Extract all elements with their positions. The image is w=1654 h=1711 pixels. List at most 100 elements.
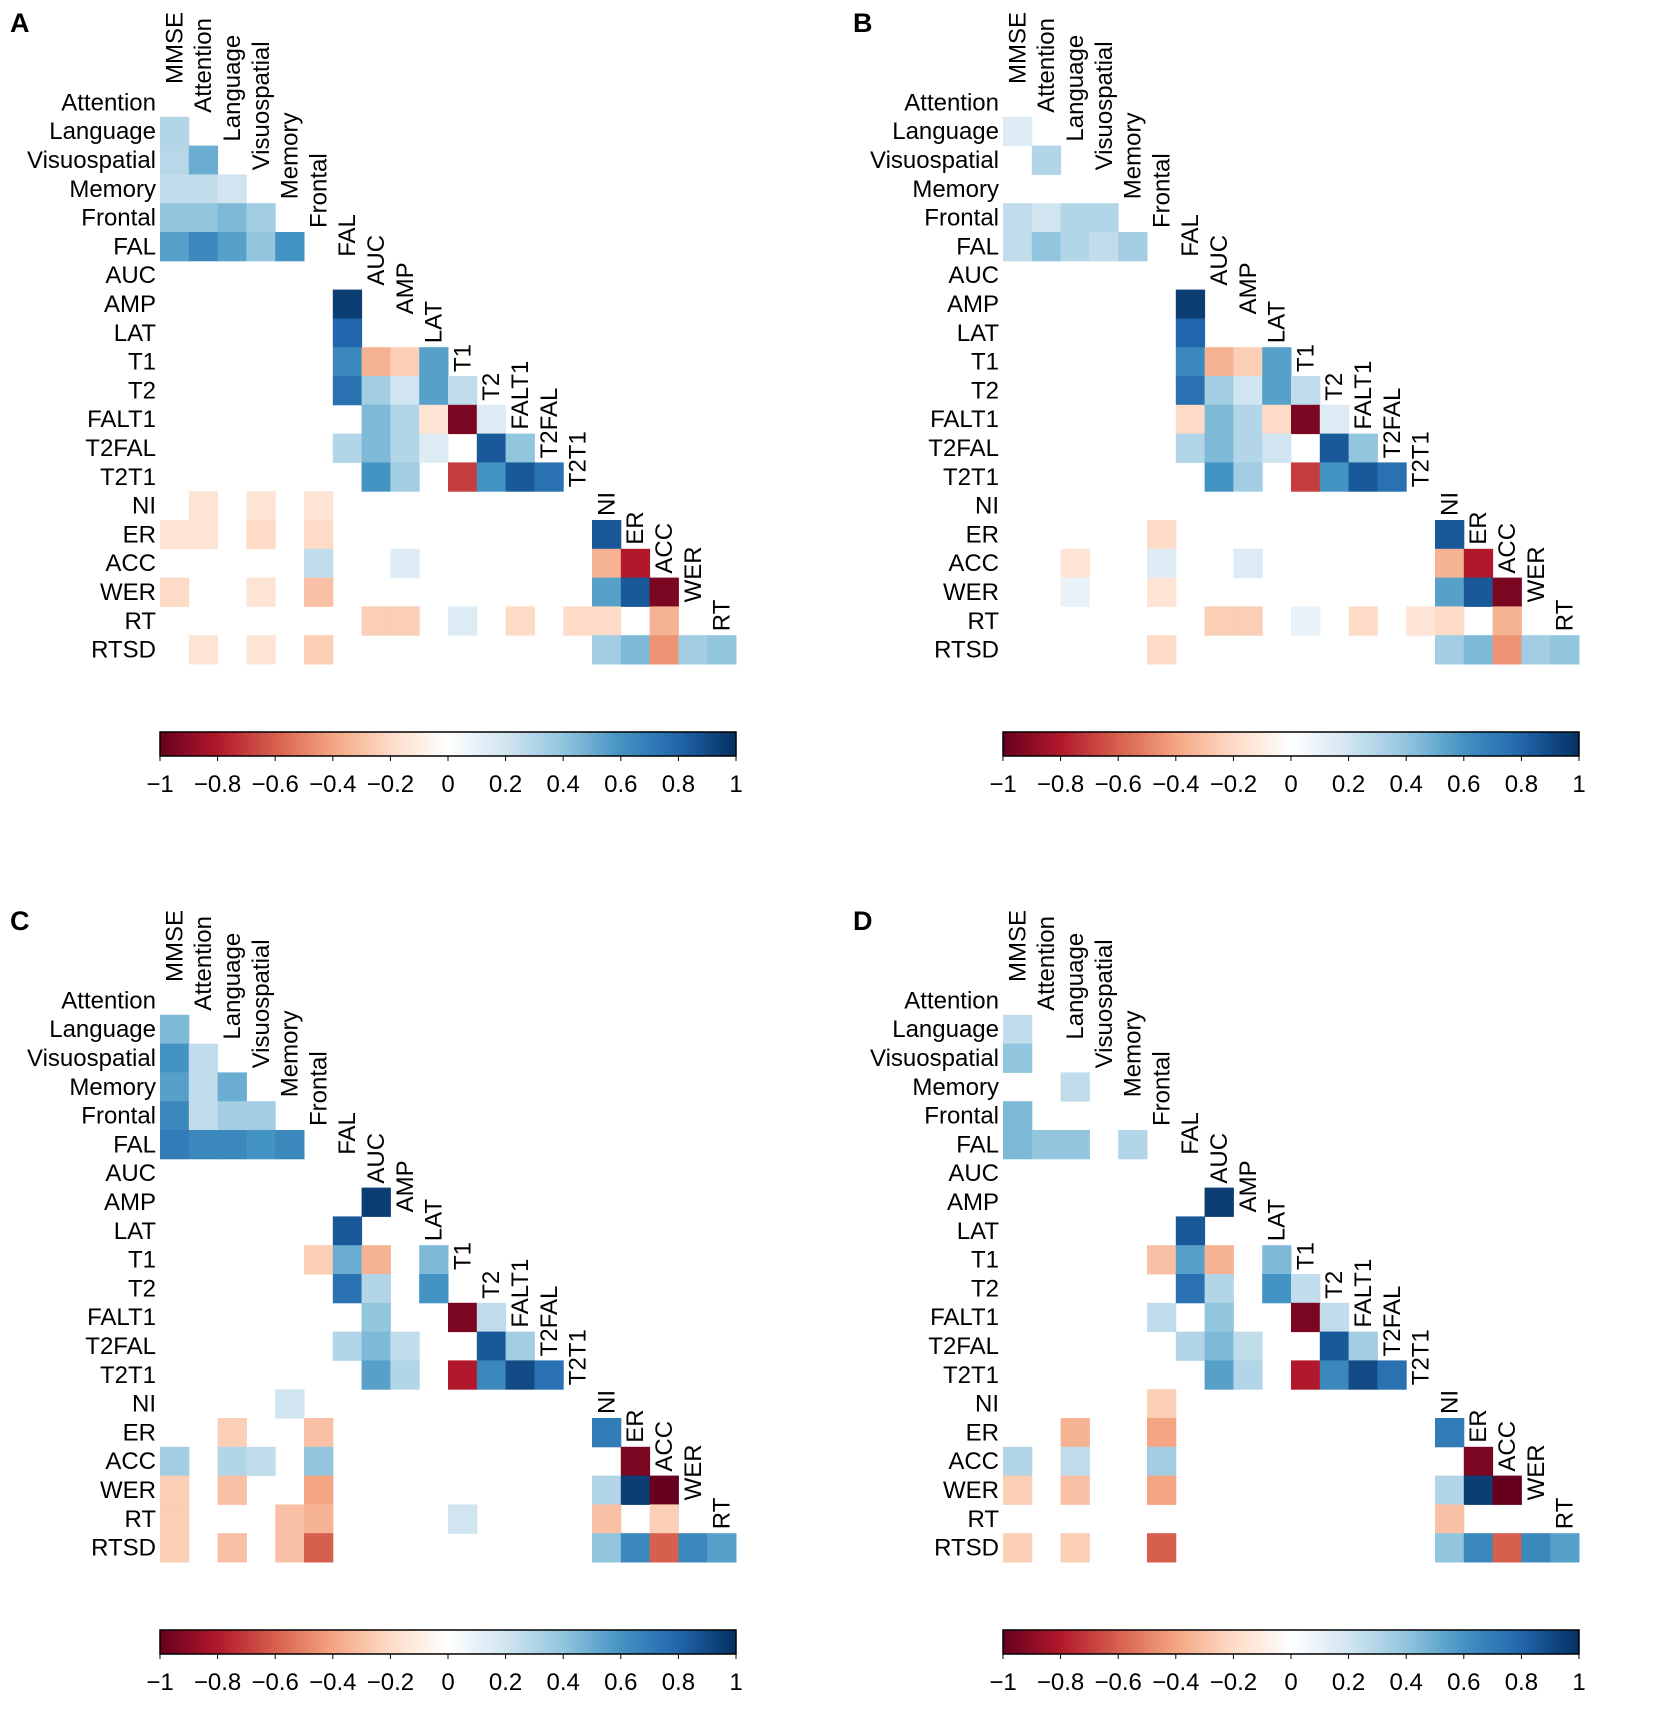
heatmap-cell <box>1348 606 1378 636</box>
heatmap-cell <box>1003 1446 1033 1477</box>
heatmap-cell <box>1233 1360 1263 1390</box>
heatmap-cell <box>1175 1245 1206 1275</box>
colorbar-tick-label: −1 <box>146 1669 173 1696</box>
row-label: FAL <box>113 233 156 260</box>
heatmap-cell <box>1262 1245 1292 1275</box>
column-label: ER <box>1465 1409 1492 1442</box>
row-label: FAL <box>113 1131 156 1158</box>
row-label: Language <box>49 1016 156 1043</box>
heatmap-cell <box>1319 1331 1350 1361</box>
column-label: FAL <box>1177 214 1204 257</box>
row-label: NI <box>975 1391 999 1418</box>
heatmap-cell <box>1060 548 1090 579</box>
heatmap-cell <box>390 1331 420 1361</box>
heatmap-cell <box>160 203 190 233</box>
heatmap-cell <box>592 577 622 607</box>
row-label: NI <box>975 493 999 520</box>
heatmap-cell <box>160 1446 190 1477</box>
heatmap-cell <box>1089 232 1119 262</box>
heatmap-cell <box>1175 1216 1206 1246</box>
heatmap-cell <box>160 145 190 175</box>
row-label: AMP <box>104 1189 156 1216</box>
row-label: AMP <box>947 1189 999 1216</box>
colorbar-tick-label: 0 <box>441 1669 454 1696</box>
heatmap-cell <box>332 1274 363 1304</box>
row-label: RT <box>124 1506 156 1533</box>
column-label: RT <box>1552 599 1579 631</box>
heatmap-cell <box>217 1072 247 1102</box>
colorbar-tick-label: −0.2 <box>1210 771 1257 798</box>
row-label: AMP <box>104 291 156 318</box>
column-label: Memory <box>1120 1011 1147 1098</box>
heatmap-cell <box>1204 462 1234 492</box>
heatmap-cell <box>1147 1418 1177 1448</box>
heatmap-cell <box>1175 318 1206 348</box>
colorbar-tick-label: 0.2 <box>1332 1669 1365 1696</box>
heatmap-cell <box>592 606 622 636</box>
heatmap-cell <box>1291 376 1321 406</box>
heatmap-cell <box>1348 433 1378 463</box>
column-label: RT <box>709 599 736 631</box>
heatmap-cell <box>419 376 449 406</box>
heatmap-cell <box>1233 376 1263 406</box>
heatmap-cell <box>1319 462 1350 492</box>
heatmap-cell <box>1435 1504 1465 1534</box>
heatmap-cell <box>1348 1331 1378 1361</box>
column-label: Attention <box>1033 18 1060 113</box>
column-label: Visuospatial <box>248 939 275 1068</box>
heatmap-cell <box>1233 404 1263 435</box>
row-label: T2FAL <box>85 1333 156 1360</box>
row-label: LAT <box>114 320 157 347</box>
heatmap-cell <box>505 1331 535 1361</box>
colorbar-tick-label: 0.6 <box>604 1669 637 1696</box>
heatmap-cell <box>1550 1533 1580 1563</box>
heatmap-cell <box>505 462 535 492</box>
heatmap-cell <box>1291 1274 1321 1304</box>
row-label: Memory <box>69 176 156 203</box>
colorbar-tick-label: 0.4 <box>1390 771 1423 798</box>
colorbar-tick-label: 0 <box>1284 771 1297 798</box>
heatmap-cell <box>217 174 247 204</box>
heatmap-cell <box>1003 1043 1033 1073</box>
heatmap-cell <box>1463 1446 1494 1477</box>
column-label: Attention <box>190 916 217 1011</box>
heatmap-cell <box>361 347 391 377</box>
heatmap-cell <box>1291 1360 1321 1390</box>
column-label: NI <box>593 1390 620 1414</box>
heatmap-cell <box>390 1360 420 1390</box>
heatmap-cell <box>476 404 507 435</box>
heatmap-cell <box>188 1043 219 1073</box>
heatmap-cell <box>620 548 651 579</box>
heatmap-cell <box>1435 1418 1465 1448</box>
heatmap-cell <box>188 635 219 665</box>
row-label: Attention <box>904 987 999 1014</box>
row-label: Language <box>892 118 999 145</box>
heatmap-cell <box>649 635 679 665</box>
heatmap-cell <box>217 1418 247 1448</box>
colorbar-tick-label: −1 <box>989 771 1016 798</box>
row-label: T2T1 <box>943 464 999 491</box>
heatmap-cell <box>476 1360 507 1390</box>
heatmap-cell <box>649 606 679 636</box>
heatmap-cell <box>361 1302 391 1333</box>
column-label: Language <box>219 35 246 142</box>
column-label: FALT1 <box>1350 1259 1377 1328</box>
heatmap-cell <box>332 289 363 319</box>
heatmap-cell <box>476 462 507 492</box>
heatmap-cell <box>332 433 363 463</box>
colorbar-tick-label: 0.8 <box>662 1669 695 1696</box>
heatmap-cell <box>160 1475 190 1505</box>
column-label: MMSE <box>1004 910 1031 982</box>
heatmap-cell <box>275 232 305 262</box>
heatmap-cell <box>1147 1245 1177 1275</box>
colorbar-tick-label: −0.4 <box>1152 1669 1199 1696</box>
row-label: AUC <box>948 262 999 289</box>
heatmap-cell <box>1463 1533 1494 1563</box>
colorbar-tick-label: −0.6 <box>1095 1669 1142 1696</box>
column-label: T1 <box>449 344 476 372</box>
heatmap-cell <box>246 1446 276 1477</box>
heatmap-cell <box>1147 548 1177 579</box>
heatmap-cell <box>1147 1302 1177 1333</box>
heatmap-cell <box>1319 404 1350 435</box>
heatmap-cell <box>332 347 363 377</box>
